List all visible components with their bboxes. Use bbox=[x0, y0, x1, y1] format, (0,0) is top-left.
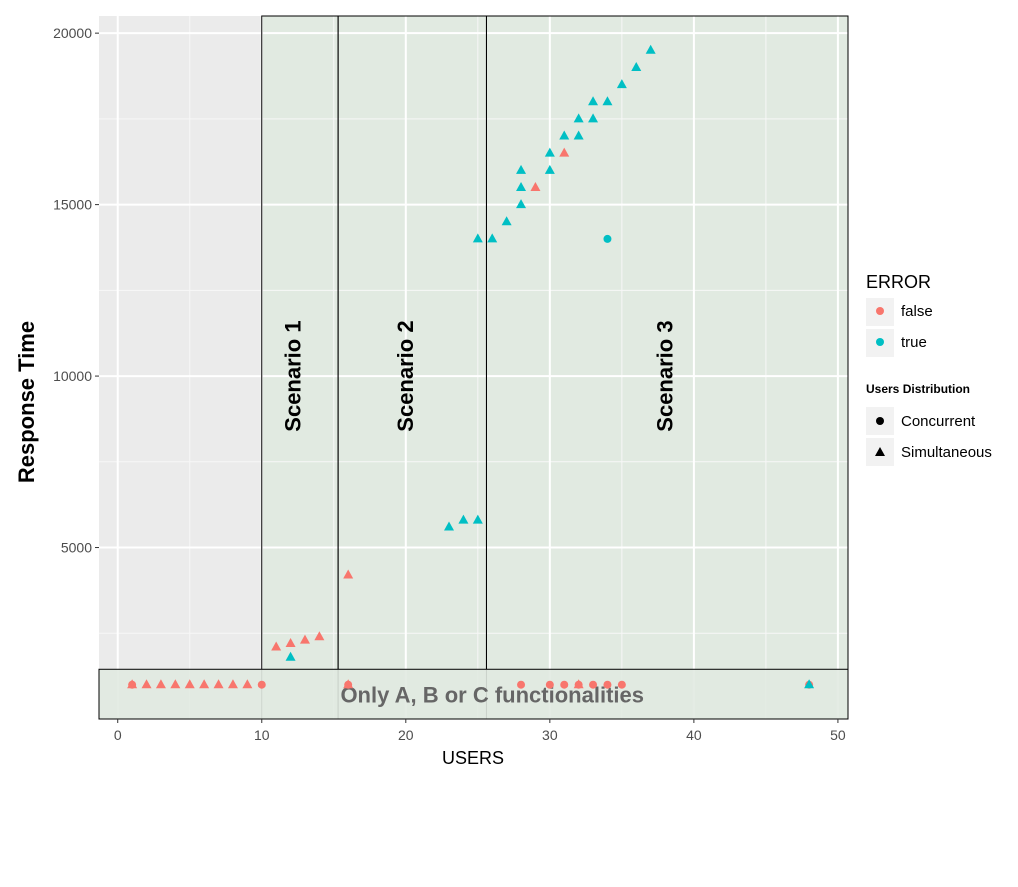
point-simultaneous bbox=[573, 130, 584, 140]
point-simultaneous bbox=[285, 651, 296, 661]
legend-true-label: true bbox=[901, 334, 927, 351]
scenario-regions bbox=[261, 16, 848, 719]
point-concurrent bbox=[560, 680, 569, 689]
point-simultaneous bbox=[444, 521, 455, 531]
scenario-region bbox=[261, 16, 339, 719]
band-label: Only A, B or C functionalities bbox=[340, 682, 644, 707]
point-simultaneous bbox=[544, 147, 555, 157]
y-tick-label: 5000 bbox=[61, 540, 92, 556]
legend-false-icon bbox=[876, 307, 884, 315]
legend-simultaneous-icon bbox=[875, 447, 885, 456]
point-simultaneous bbox=[559, 147, 570, 157]
y-axis-title: Response Time bbox=[14, 321, 39, 483]
x-tick-label: 40 bbox=[686, 727, 702, 743]
scenario-labels: Scenario 1 Scenario 2 Scenario 3 bbox=[281, 320, 678, 431]
point-concurrent bbox=[617, 680, 626, 689]
legend-true-icon bbox=[876, 338, 884, 346]
point-simultaneous bbox=[141, 679, 152, 689]
point-simultaneous bbox=[314, 631, 325, 641]
x-tick-label: 0 bbox=[114, 727, 122, 743]
legend-false-label: false bbox=[901, 303, 933, 320]
point-simultaneous bbox=[487, 233, 498, 243]
point-simultaneous bbox=[516, 199, 527, 209]
point-simultaneous bbox=[458, 514, 469, 524]
point-simultaneous bbox=[588, 113, 599, 123]
point-concurrent bbox=[545, 680, 554, 689]
legend-concurrent-label: Concurrent bbox=[901, 413, 976, 430]
point-simultaneous bbox=[501, 216, 512, 226]
point-simultaneous bbox=[645, 44, 656, 54]
legend-simultaneous-label: Simultaneous bbox=[901, 444, 992, 461]
x-tick-label: 50 bbox=[830, 727, 846, 743]
legend: ERROR false true Users Distribution Conc… bbox=[866, 272, 992, 466]
band-rect bbox=[98, 668, 849, 720]
scenario-region bbox=[338, 16, 487, 719]
point-simultaneous bbox=[616, 79, 627, 89]
scenario-label: Scenario 2 bbox=[393, 320, 418, 431]
point-simultaneous bbox=[170, 679, 181, 689]
point-concurrent bbox=[603, 680, 612, 689]
scenario-region bbox=[486, 16, 848, 719]
point-simultaneous bbox=[631, 61, 642, 71]
legend-title-error: ERROR bbox=[866, 272, 931, 292]
point-concurrent bbox=[589, 680, 598, 689]
point-simultaneous bbox=[184, 679, 195, 689]
y-tick-label: 15000 bbox=[53, 197, 92, 213]
point-simultaneous bbox=[285, 638, 296, 648]
point-simultaneous bbox=[227, 679, 238, 689]
scenario-label: Scenario 1 bbox=[281, 320, 306, 431]
point-simultaneous bbox=[242, 679, 253, 689]
point-simultaneous bbox=[472, 514, 483, 524]
y-tick-label: 10000 bbox=[53, 368, 92, 384]
point-simultaneous bbox=[602, 96, 613, 106]
point-simultaneous bbox=[271, 641, 282, 651]
point-simultaneous bbox=[573, 113, 584, 123]
point-concurrent bbox=[603, 234, 612, 243]
legend-title-distribution: Users Distribution bbox=[866, 382, 970, 396]
point-simultaneous bbox=[544, 164, 555, 174]
point-concurrent bbox=[517, 680, 526, 689]
x-axis-title: USERS bbox=[442, 748, 504, 768]
point-simultaneous bbox=[472, 233, 483, 243]
point-simultaneous bbox=[516, 181, 527, 191]
point-simultaneous bbox=[573, 679, 584, 689]
x-tick-label: 30 bbox=[542, 727, 558, 743]
data-points bbox=[127, 44, 815, 689]
functionality-band: Only A, B or C functionalities bbox=[98, 668, 849, 720]
point-simultaneous bbox=[199, 679, 210, 689]
point-simultaneous bbox=[343, 679, 354, 689]
point-simultaneous bbox=[299, 634, 310, 644]
point-concurrent bbox=[257, 680, 266, 689]
x-axis-ticks: 0 10 20 30 40 50 bbox=[114, 719, 846, 743]
point-simultaneous bbox=[559, 130, 570, 140]
point-simultaneous bbox=[343, 569, 354, 579]
y-tick-label: 20000 bbox=[53, 25, 92, 41]
x-tick-label: 20 bbox=[398, 727, 414, 743]
point-simultaneous bbox=[530, 181, 541, 191]
point-simultaneous bbox=[155, 679, 166, 689]
point-simultaneous bbox=[516, 164, 527, 174]
scenario-label: Scenario 3 bbox=[652, 320, 677, 431]
point-simultaneous bbox=[127, 679, 138, 689]
y-axis-ticks: 5000 10000 15000 20000 bbox=[53, 25, 99, 556]
x-tick-label: 10 bbox=[254, 727, 270, 743]
legend-concurrent-icon bbox=[876, 417, 884, 425]
point-simultaneous bbox=[588, 96, 599, 106]
point-simultaneous bbox=[804, 679, 815, 689]
point-simultaneous bbox=[213, 679, 224, 689]
